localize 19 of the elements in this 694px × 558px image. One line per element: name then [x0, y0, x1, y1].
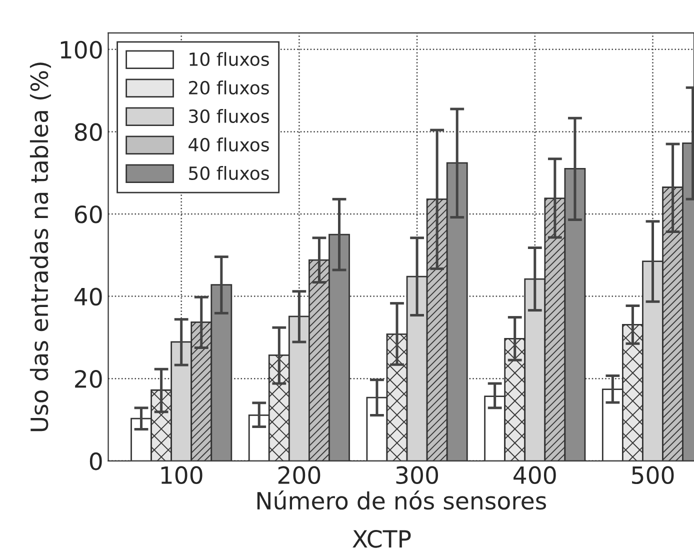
y-tick-label: 0 [90, 452, 102, 470]
y-tick-label: 20 [75, 370, 102, 388]
text: XCTP [352, 530, 411, 548]
x-tick-label: 200 [278, 466, 320, 484]
legend-label: 50 fluxos [189, 166, 269, 180]
legend-label: 30 fluxos [189, 109, 269, 124]
x-tick-label: 100 [161, 466, 202, 484]
legend-label: 10 fluxos [190, 52, 269, 66]
y-tick-label: 100 [60, 40, 102, 59]
x-axis-title: Número de nós sensores [257, 490, 546, 510]
y-tick-label: 60 [75, 205, 102, 224]
y-tick-label: 80 [74, 123, 102, 141]
x-tick-label: 500 [632, 466, 674, 484]
legend-label: 20 fluxos [189, 80, 269, 95]
legend-label: 40 fluxos [188, 138, 269, 152]
x-tick-label: 400 [514, 466, 556, 484]
y-axis-title: Uso das entradas na tablea (%) [30, 62, 51, 432]
y-tick-label: 40 [74, 288, 102, 306]
x-tick-label: 300 [396, 466, 438, 484]
